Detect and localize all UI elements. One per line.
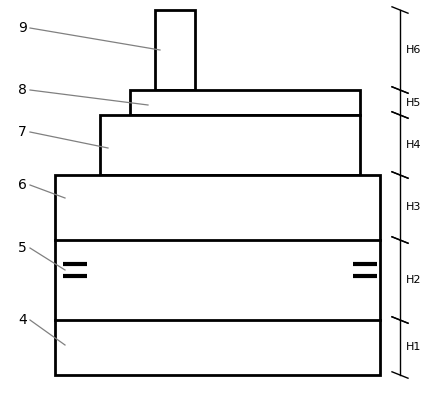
Bar	[130, 90, 360, 115]
Text: H2: H2	[406, 275, 422, 285]
Text: 7: 7	[18, 125, 27, 139]
Text: 4: 4	[18, 313, 27, 327]
Text: H4: H4	[406, 140, 422, 150]
Bar	[55, 175, 380, 375]
Text: H5: H5	[406, 97, 422, 107]
Text: 9: 9	[18, 21, 27, 35]
Text: 6: 6	[18, 178, 27, 192]
Bar	[100, 115, 360, 175]
Text: H3: H3	[406, 203, 422, 213]
Text: H6: H6	[406, 45, 422, 55]
Text: 8: 8	[18, 83, 27, 97]
Text: H1: H1	[406, 342, 422, 352]
Bar	[155, 10, 195, 90]
Text: 5: 5	[18, 241, 27, 255]
